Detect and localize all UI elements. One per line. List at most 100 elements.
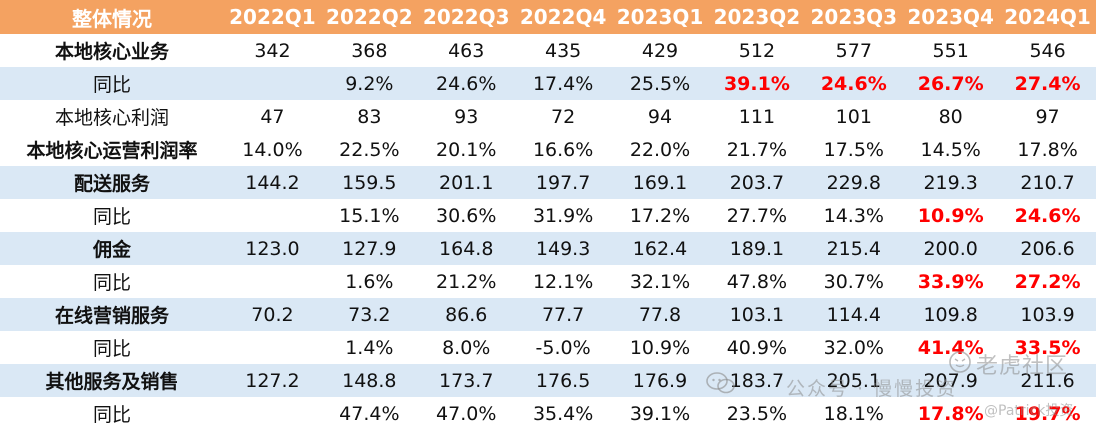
value-cell: 463 [417,34,515,67]
value-cell: 176.9 [611,364,709,397]
table-row: 佣金 123.0 127.9 164.8 149.3 162.4 189.1 215.4 200… [0,232,1096,265]
value-cell [224,265,321,298]
value-cell: 103.9 [999,298,1096,331]
value-cell: 169.1 [611,166,709,199]
value-cell: 33.9% [902,265,1000,298]
table-row: 配送服务 144.2 159.5 201.1 197.7 169.1 203.7 229.8 2… [0,166,1096,199]
value-cell [224,199,321,232]
value-cell: 70.2 [224,298,321,331]
row-label: 佣金 [0,232,224,265]
value-cell: 25.5% [611,67,709,100]
header-quarter: 2022Q4 [514,0,612,34]
value-cell: 47.4% [320,397,418,430]
value-cell: 77.8 [611,298,709,331]
value-cell: 210.7 [999,166,1096,199]
value-cell: 21.2% [417,265,515,298]
value-cell: 22.5% [320,133,418,166]
row-label: 本地核心利润 [0,100,224,133]
value-cell: 164.8 [417,232,515,265]
value-cell: 1.6% [320,265,418,298]
value-cell: 24.6% [999,199,1096,232]
value-cell: 14.3% [805,199,903,232]
value-cell: 12.1% [514,265,612,298]
value-cell: 205.1 [805,364,903,397]
value-cell: 162.4 [611,232,709,265]
table-row: 其他服务及销售 127.2 148.8 173.7 176.5 176.9 183.7 205… [0,364,1096,397]
table-row: 同比 1.4% 8.0% -5.0% 10.9% 40.9% 32.0% 41.4% 33.5% [0,331,1096,364]
value-cell: 114.4 [805,298,903,331]
table-row: 同比 9.2% 24.6% 17.4% 25.5% 39.1% 24.6% 26.7% 27.4… [0,67,1096,100]
table-row: 同比 15.1% 30.6% 31.9% 17.2% 27.7% 14.3% 10.9% 24.… [0,199,1096,232]
value-cell: -5.0% [514,331,612,364]
value-cell: 16.6% [514,133,612,166]
header-quarter: 2022Q2 [320,0,418,34]
value-cell: 26.7% [902,67,1000,100]
table-row: 本地核心利润 47 83 93 72 94 111 101 80 97 [0,100,1096,133]
value-cell: 32.1% [611,265,709,298]
value-cell: 14.0% [224,133,321,166]
value-cell: 39.1% [611,397,709,430]
value-cell: 229.8 [805,166,903,199]
value-cell: 35.4% [514,397,612,430]
value-cell: 47.8% [708,265,806,298]
value-cell: 23.5% [708,397,806,430]
header-quarter: 2023Q4 [902,0,1000,34]
value-cell: 577 [805,34,903,67]
value-cell: 47 [224,100,321,133]
value-cell [224,67,321,100]
value-cell: 21.7% [708,133,806,166]
value-cell: 9.2% [320,67,418,100]
row-label: 本地核心运营利润率 [0,133,224,166]
value-cell: 19.7% [999,397,1096,430]
value-cell: 159.5 [320,166,418,199]
value-cell: 219.3 [902,166,1000,199]
value-cell: 15.1% [320,199,418,232]
value-cell: 512 [708,34,806,67]
value-cell: 207.9 [902,364,1000,397]
header-quarter: 2024Q1 [999,0,1096,34]
value-cell: 109.8 [902,298,1000,331]
value-cell: 27.4% [999,67,1096,100]
value-cell: 8.0% [417,331,515,364]
value-cell: 176.5 [514,364,612,397]
row-label: 同比 [0,199,224,232]
value-cell [224,397,321,430]
value-cell: 148.8 [320,364,418,397]
value-cell: 14.5% [902,133,1000,166]
value-cell: 429 [611,34,709,67]
table-row: 在线营销服务 70.2 73.2 86.6 77.7 77.8 103.1 114.4 109.… [0,298,1096,331]
value-cell: 73.2 [320,298,418,331]
value-cell: 30.6% [417,199,515,232]
value-cell: 47.0% [417,397,515,430]
value-cell: 203.7 [708,166,806,199]
value-cell: 72 [514,100,612,133]
value-cell: 17.2% [611,199,709,232]
value-cell: 127.2 [224,364,321,397]
value-cell: 24.6% [805,67,903,100]
table-row: 同比 47.4% 47.0% 35.4% 39.1% 23.5% 18.1% 17.8% 19.… [0,397,1096,430]
value-cell: 101 [805,100,903,133]
value-cell: 40.9% [708,331,806,364]
value-cell: 197.7 [514,166,612,199]
value-cell: 183.7 [708,364,806,397]
value-cell: 144.2 [224,166,321,199]
row-label: 同比 [0,331,224,364]
value-cell: 211.6 [999,364,1096,397]
row-label: 其他服务及销售 [0,364,224,397]
header-row: 整体情况 2022Q1 2022Q2 2022Q3 2022Q4 2023Q1 2023Q2… [0,0,1096,34]
value-cell: 103.1 [708,298,806,331]
header-quarter: 2023Q3 [805,0,903,34]
value-cell: 32.0% [805,331,903,364]
value-cell: 111 [708,100,806,133]
value-cell: 80 [902,100,1000,133]
value-cell: 17.8% [902,397,1000,430]
header-quarter: 2022Q3 [417,0,515,34]
value-cell: 31.9% [514,199,612,232]
value-cell: 22.0% [611,133,709,166]
header-quarter: 2023Q2 [708,0,806,34]
value-cell: 27.2% [999,265,1096,298]
value-cell: 93 [417,100,515,133]
row-label: 配送服务 [0,166,224,199]
value-cell: 41.4% [902,331,1000,364]
value-cell: 20.1% [417,133,515,166]
